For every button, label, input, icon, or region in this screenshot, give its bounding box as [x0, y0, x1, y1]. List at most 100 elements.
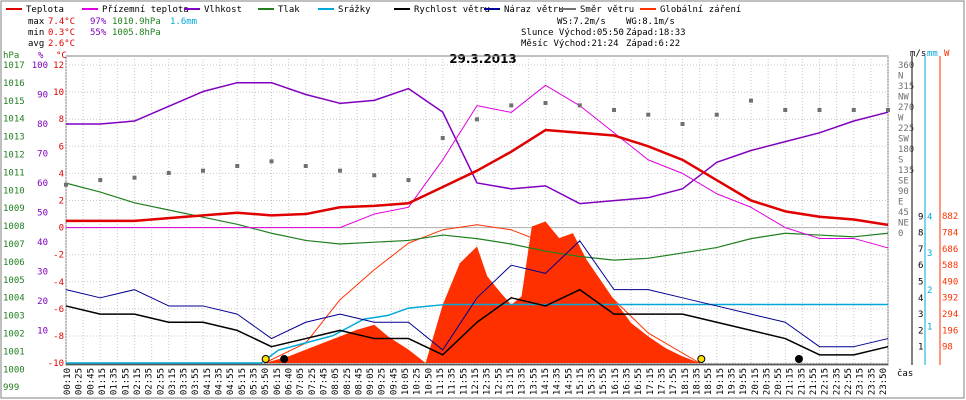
legend-label: Srážky — [338, 5, 371, 15]
stats-min-hum: 55% — [90, 28, 107, 38]
ms-tick: 2 — [918, 326, 923, 336]
pct-tick: 100 — [32, 61, 48, 71]
x-tick: 13:55 — [529, 368, 539, 395]
pct-tick: 40 — [37, 238, 48, 248]
x-tick: 06:40 — [284, 368, 294, 395]
humidity-line — [66, 81, 889, 205]
w-tick: 490 — [942, 277, 958, 287]
dir-tick: 180 — [898, 145, 914, 155]
dir-tick: 90 — [898, 187, 909, 197]
x-tick: 04:15 — [203, 368, 213, 395]
legend-label: Náraz větru — [504, 5, 564, 15]
ms-tick: 1 — [918, 343, 923, 353]
ms-tick: 7 — [918, 245, 923, 255]
pct-tick: 30 — [37, 267, 48, 277]
w-tick: 294 — [942, 310, 958, 320]
dir-tick: N — [898, 72, 903, 82]
temp-tick: 6 — [59, 142, 64, 152]
dir-tick: 315 — [898, 82, 914, 92]
x-tick: 01:15 — [98, 368, 108, 395]
x-tick: 20:35 — [762, 368, 772, 395]
x-tick: 01:55 — [121, 368, 131, 395]
radiation-area — [66, 221, 888, 363]
wind-direction-point — [98, 178, 103, 182]
wind-speed-line — [65, 288, 889, 356]
temp-tick: -10 — [48, 359, 64, 369]
dir-tick: S — [898, 156, 903, 166]
x-tick: 09:25 — [378, 368, 388, 395]
x-tick: 03:35 — [180, 368, 190, 395]
wind-direction-point — [132, 175, 137, 180]
x-tick: 01:35 — [110, 368, 120, 395]
hpa-tick: 1000 — [3, 365, 25, 375]
wind-direction-point — [646, 112, 651, 117]
x-tick: 02:55 — [156, 368, 166, 395]
w-tick: 686 — [942, 245, 958, 255]
x-tick: 22:15 — [821, 368, 831, 395]
x-tick: 10:05 — [401, 368, 411, 395]
wind-direction-point — [201, 168, 205, 173]
stats-min-temp: 0.3°C — [48, 28, 75, 38]
x-tick: 22:55 — [844, 368, 854, 395]
dir-tick: NW — [898, 93, 909, 103]
x-tick: 03:15 — [168, 368, 178, 395]
hpa-tick: 1016 — [3, 79, 25, 89]
x-tick: 12:35 — [483, 368, 493, 395]
stats-max-temp: 7.4°C — [48, 17, 75, 27]
x-tick: 00:45 — [86, 368, 96, 395]
wind-direction-point — [440, 136, 445, 140]
x-tick: 23:15 — [856, 368, 866, 395]
temp-axis-label: °C — [56, 51, 67, 61]
stats-max-label: max — [28, 17, 45, 27]
hpa-tick: 1010 — [3, 186, 25, 196]
dir-tick: 270 — [898, 103, 914, 113]
x-tick: 21:35 — [797, 368, 807, 395]
x-tick: 15:15 — [576, 368, 586, 395]
mm-axis-label: mm — [927, 49, 938, 59]
dir-tick: 135 — [898, 166, 914, 176]
x-tick: 00:25 — [75, 368, 85, 395]
hpa-tick: 1017 — [3, 61, 25, 71]
sunset-marker — [697, 355, 706, 363]
x-tick: 05:50 — [261, 368, 271, 395]
x-tick: 11:15 — [436, 368, 446, 395]
hpa-tick: 1013 — [3, 133, 25, 143]
sun-moon-markers — [261, 355, 803, 363]
x-tick: 05:35 — [250, 368, 260, 395]
w-tick: 392 — [942, 294, 958, 304]
x-tick: 12:55 — [494, 368, 504, 395]
temp-tick: 10 — [53, 88, 64, 98]
hpa-axis-label: hPa — [3, 51, 19, 61]
temp-tick: 2 — [59, 197, 64, 207]
wind-direction-point — [235, 164, 240, 168]
x-tick: 22:35 — [832, 368, 842, 395]
dir-tick: 225 — [898, 124, 914, 134]
series-lines — [64, 81, 890, 364]
x-tick: 02:35 — [145, 368, 155, 395]
legend-swatch — [394, 8, 410, 10]
legend-swatch — [184, 8, 200, 10]
wind-direction-point — [886, 108, 890, 112]
temp-tick: 0 — [59, 224, 64, 234]
x-tick: 17:15 — [646, 368, 656, 395]
legend-label: Tlak — [278, 5, 300, 15]
hpa-tick: 1009 — [3, 204, 25, 214]
w-tick: 784 — [942, 228, 958, 238]
temp-tick: 4 — [59, 169, 64, 179]
x-tick: 08:05 — [331, 368, 341, 395]
x-tick: 10:50 — [424, 368, 434, 395]
chart-title: 29.3.2013 — [449, 52, 517, 66]
x-tick: 02:15 — [133, 368, 143, 395]
temp-tick: 8 — [59, 115, 64, 125]
x-tick: 05:15 — [238, 368, 248, 395]
wind-direction-point — [303, 164, 308, 168]
x-tick: 23:35 — [867, 368, 877, 395]
stats-max-hum: 97% — [90, 17, 107, 27]
pct-tick: 80 — [37, 120, 48, 130]
pct-tick: 20 — [37, 297, 48, 307]
x-tick: 18:35 — [692, 368, 702, 395]
x-tick: 07:45 — [319, 368, 329, 395]
wind-direction-point — [851, 108, 856, 112]
